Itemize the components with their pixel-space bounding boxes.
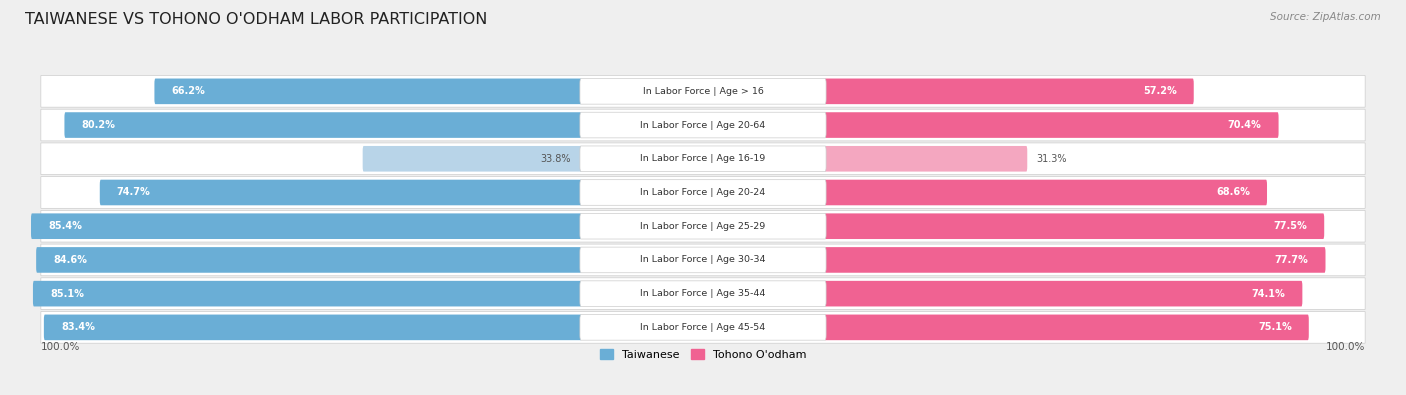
Text: In Labor Force | Age > 16: In Labor Force | Age > 16 xyxy=(643,87,763,96)
Text: In Labor Force | Age 35-44: In Labor Force | Age 35-44 xyxy=(640,289,766,298)
FancyBboxPatch shape xyxy=(579,180,827,205)
Text: In Labor Force | Age 25-29: In Labor Force | Age 25-29 xyxy=(640,222,766,231)
FancyBboxPatch shape xyxy=(363,146,582,171)
Text: 80.2%: 80.2% xyxy=(82,120,115,130)
FancyBboxPatch shape xyxy=(41,312,1365,343)
FancyBboxPatch shape xyxy=(579,281,827,307)
FancyBboxPatch shape xyxy=(824,213,1324,239)
FancyBboxPatch shape xyxy=(579,247,827,273)
FancyBboxPatch shape xyxy=(155,79,582,104)
FancyBboxPatch shape xyxy=(579,213,827,239)
FancyBboxPatch shape xyxy=(65,112,582,138)
FancyBboxPatch shape xyxy=(41,143,1365,175)
FancyBboxPatch shape xyxy=(41,278,1365,310)
Text: 68.6%: 68.6% xyxy=(1216,188,1250,198)
Text: 100.0%: 100.0% xyxy=(41,342,80,352)
Text: 31.3%: 31.3% xyxy=(1036,154,1066,164)
Text: 57.2%: 57.2% xyxy=(1143,87,1177,96)
Text: 75.1%: 75.1% xyxy=(1258,322,1292,332)
FancyBboxPatch shape xyxy=(824,146,1028,171)
Text: In Labor Force | Age 20-64: In Labor Force | Age 20-64 xyxy=(640,120,766,130)
Text: In Labor Force | Age 45-54: In Labor Force | Age 45-54 xyxy=(640,323,766,332)
FancyBboxPatch shape xyxy=(824,79,1194,104)
FancyBboxPatch shape xyxy=(41,109,1365,141)
Text: 100.0%: 100.0% xyxy=(1326,342,1365,352)
FancyBboxPatch shape xyxy=(579,146,827,171)
Text: 66.2%: 66.2% xyxy=(172,87,205,96)
Text: 33.8%: 33.8% xyxy=(541,154,571,164)
Text: 77.7%: 77.7% xyxy=(1275,255,1309,265)
FancyBboxPatch shape xyxy=(37,247,582,273)
FancyBboxPatch shape xyxy=(44,314,582,340)
Text: In Labor Force | Age 16-19: In Labor Force | Age 16-19 xyxy=(640,154,766,163)
FancyBboxPatch shape xyxy=(824,247,1326,273)
Text: 85.4%: 85.4% xyxy=(48,221,82,231)
FancyBboxPatch shape xyxy=(41,177,1365,208)
Text: 83.4%: 83.4% xyxy=(60,322,94,332)
Text: 74.1%: 74.1% xyxy=(1251,289,1285,299)
FancyBboxPatch shape xyxy=(579,112,827,138)
FancyBboxPatch shape xyxy=(824,281,1302,307)
FancyBboxPatch shape xyxy=(579,314,827,340)
Text: 70.4%: 70.4% xyxy=(1227,120,1261,130)
Legend: Taiwanese, Tohono O'odham: Taiwanese, Tohono O'odham xyxy=(595,344,811,364)
FancyBboxPatch shape xyxy=(579,79,827,104)
FancyBboxPatch shape xyxy=(100,180,582,205)
FancyBboxPatch shape xyxy=(41,211,1365,242)
Text: Source: ZipAtlas.com: Source: ZipAtlas.com xyxy=(1270,12,1381,22)
FancyBboxPatch shape xyxy=(824,180,1267,205)
FancyBboxPatch shape xyxy=(41,244,1365,276)
FancyBboxPatch shape xyxy=(824,314,1309,340)
FancyBboxPatch shape xyxy=(31,213,582,239)
Text: In Labor Force | Age 30-34: In Labor Force | Age 30-34 xyxy=(640,256,766,264)
Text: TAIWANESE VS TOHONO O'ODHAM LABOR PARTICIPATION: TAIWANESE VS TOHONO O'ODHAM LABOR PARTIC… xyxy=(25,12,488,27)
Text: 77.5%: 77.5% xyxy=(1274,221,1308,231)
FancyBboxPatch shape xyxy=(41,75,1365,107)
Text: 74.7%: 74.7% xyxy=(117,188,150,198)
FancyBboxPatch shape xyxy=(824,112,1278,138)
FancyBboxPatch shape xyxy=(32,281,582,307)
Text: 84.6%: 84.6% xyxy=(53,255,87,265)
Text: In Labor Force | Age 20-24: In Labor Force | Age 20-24 xyxy=(640,188,766,197)
Text: 85.1%: 85.1% xyxy=(51,289,84,299)
